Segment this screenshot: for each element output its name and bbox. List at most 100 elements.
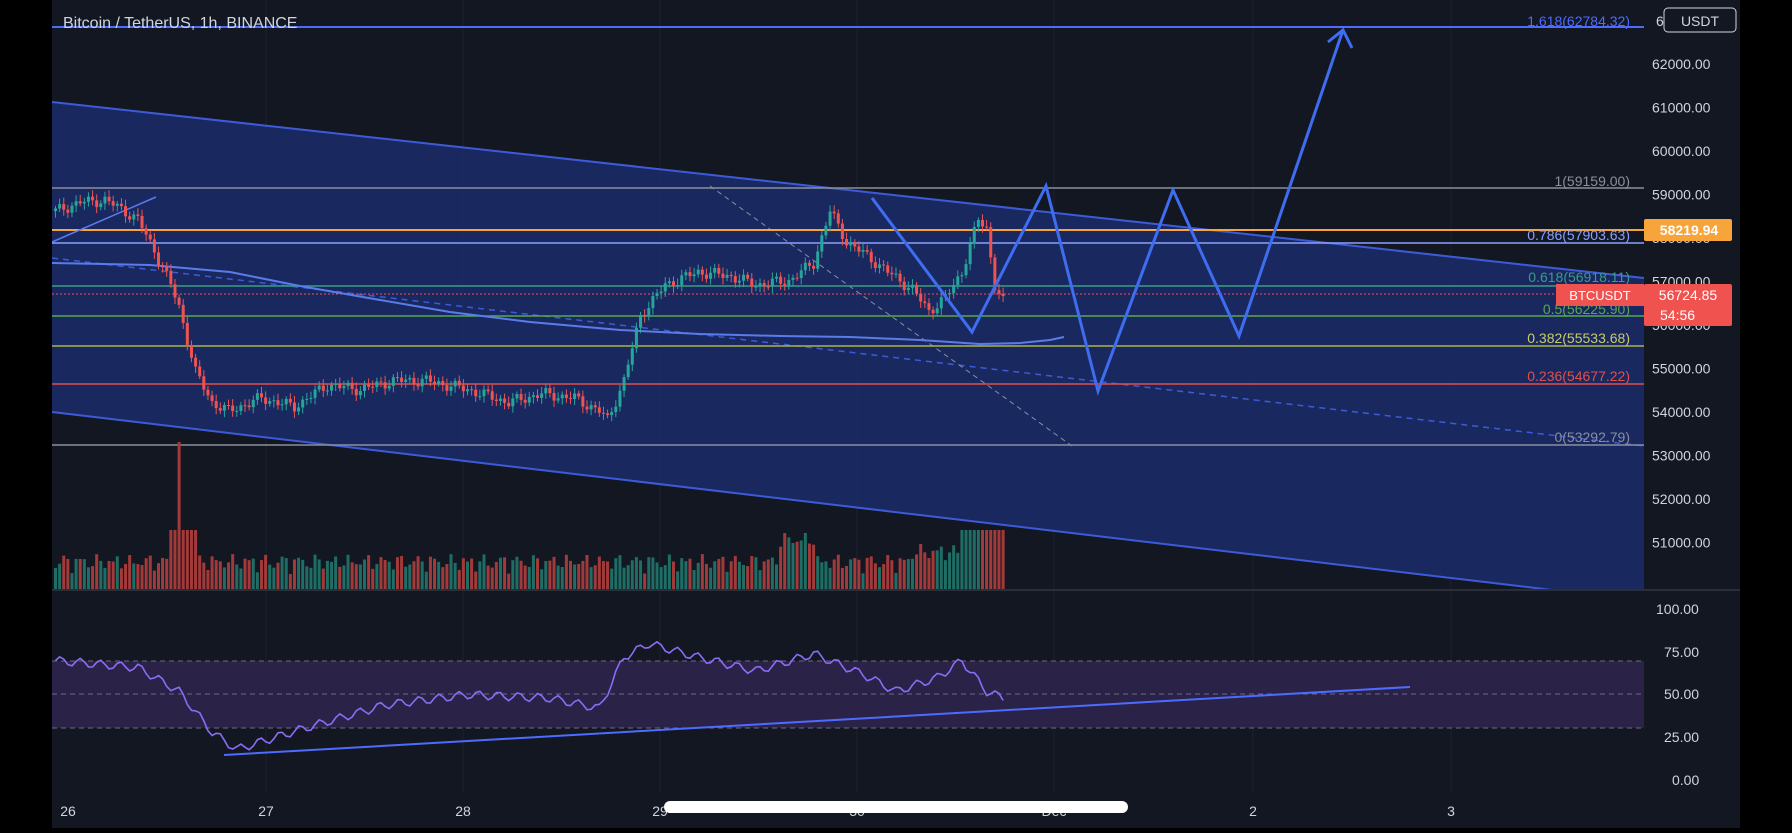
candle-body [585, 406, 589, 410]
rsi-support-trendline[interactable] [223, 686, 1411, 756]
volume-bar [453, 562, 457, 590]
volume-bar [391, 569, 395, 590]
volume-bar [449, 554, 453, 590]
candle-body [531, 395, 535, 397]
volume-bar [424, 571, 428, 590]
volume-bar [115, 556, 119, 590]
price-axis-label: 55000.00 [1652, 361, 1711, 377]
volume-bar [317, 559, 321, 590]
currency-badge[interactable] [1663, 7, 1737, 33]
rsi-line[interactable] [54, 640, 1004, 751]
candle-body [902, 281, 906, 291]
candle-body [239, 405, 243, 411]
candle-body [140, 215, 144, 229]
candle-body [733, 276, 737, 283]
volume-bar [985, 530, 989, 590]
candle-body [923, 301, 927, 304]
volume-bar [78, 558, 82, 590]
candle-body [260, 393, 263, 398]
candle-body [824, 225, 828, 236]
volume-bar [387, 561, 391, 590]
short-trendline[interactable] [52, 196, 157, 243]
candle-body [70, 205, 74, 213]
volume-bar [334, 556, 338, 590]
candle-body [873, 262, 877, 269]
candle-body [610, 412, 614, 416]
candle-body [412, 377, 416, 385]
candle-body [783, 283, 787, 286]
moving-average-line[interactable] [52, 262, 1065, 346]
candle-body [272, 400, 276, 402]
volume-bar [272, 567, 276, 590]
candle-body [997, 290, 1001, 294]
volume-bar [404, 566, 408, 590]
rsi-axis[interactable]: 100.00 75.00 50.00 25.00 0.00 [1656, 601, 1699, 788]
candle-body [972, 226, 976, 244]
candle-body [86, 196, 90, 202]
volume-bar [74, 558, 78, 590]
volume-bar [474, 571, 478, 590]
volume-bar [824, 561, 828, 590]
volume-bar [737, 561, 741, 590]
volume-bar [548, 560, 552, 590]
candle-body [853, 242, 857, 247]
last-price-tag[interactable] [1644, 284, 1732, 326]
volume-bar [507, 573, 511, 590]
candlestick-series[interactable] [54, 190, 1005, 422]
volume-bar [408, 564, 412, 590]
volume-bar [795, 541, 799, 590]
candle-body [779, 276, 783, 284]
candle-body [358, 390, 362, 396]
ticker-tag[interactable] [1556, 284, 1644, 306]
candle-body [684, 272, 688, 276]
volume-bar [95, 554, 99, 590]
volume-bar [672, 561, 675, 590]
volume-bar [264, 554, 268, 590]
time-axis-label: 28 [455, 803, 471, 819]
candle-body [861, 250, 865, 252]
symbol-title[interactable]: Bitcoin / TetherUS, 1h, BINANCE [63, 15, 297, 32]
volume-bar [412, 561, 416, 590]
volume-bar [861, 573, 865, 590]
volume-bar [420, 561, 424, 590]
candle-body [540, 393, 544, 398]
volume-bar [857, 559, 861, 590]
channel-upper-line[interactable] [52, 101, 1644, 279]
candle-body [206, 389, 210, 396]
candle-body [775, 276, 778, 279]
volume-bar [227, 562, 231, 590]
volume-bar [948, 552, 952, 590]
candle-body [606, 413, 610, 416]
price-axis-label: 51000.00 [1652, 535, 1711, 551]
candle-body [391, 377, 395, 386]
channel-lower-line[interactable] [52, 411, 1553, 590]
projected-price-path[interactable] [870, 29, 1345, 397]
volume-bar [165, 558, 169, 590]
home-indicator[interactable] [664, 801, 1128, 813]
candle-body [544, 388, 548, 394]
candle-body [371, 386, 375, 388]
candle-body [564, 394, 568, 399]
candle-body [981, 219, 984, 227]
candle-body [292, 402, 296, 412]
candle-body [721, 273, 725, 278]
candle-body [231, 405, 235, 412]
volume-bar [243, 558, 247, 590]
volume-bar [363, 559, 366, 590]
candle-body [103, 196, 107, 204]
candle-body [243, 405, 247, 407]
candle-body [437, 381, 441, 384]
volume-bar [544, 561, 548, 590]
volume-bar [482, 554, 486, 590]
volume-bar [799, 540, 803, 590]
candle-body [334, 383, 338, 385]
candle-body [395, 377, 399, 379]
fibonacci-retracement[interactable] [52, 26, 1644, 446]
candle-body [301, 399, 305, 408]
candle-body [99, 203, 103, 208]
candle-body [78, 201, 82, 204]
volume-bar [218, 561, 222, 590]
horizontal-level-tag[interactable] [1644, 219, 1732, 241]
